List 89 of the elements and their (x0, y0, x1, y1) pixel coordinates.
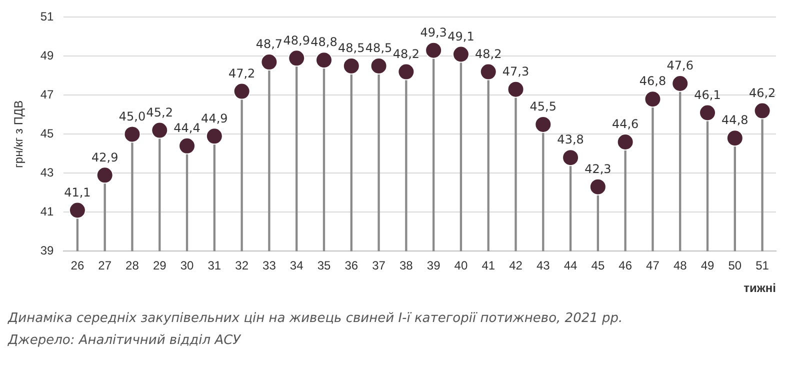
data-label: 43,8 (557, 132, 584, 147)
data-label: 46,2 (748, 86, 776, 100)
data-label: 49,1 (448, 29, 474, 44)
point (452, 46, 470, 63)
x-tick-label: 43 (536, 258, 550, 273)
data-label: 42,3 (584, 162, 612, 176)
x-tick-label: 40 (454, 258, 468, 273)
point (726, 130, 744, 147)
data-label: 44,4 (174, 121, 200, 136)
x-tick-label: 33 (262, 258, 276, 273)
point (754, 102, 771, 120)
data-label: 44,9 (201, 111, 228, 126)
data-label: 47,3 (502, 64, 530, 78)
x-tick-label: 34 (290, 258, 304, 273)
data-label: 48,2 (475, 46, 502, 61)
point (260, 54, 278, 71)
x-tick-label: 42 (509, 258, 523, 273)
x-tick-label: 45 (591, 258, 605, 273)
x-tick-label: 44 (564, 258, 578, 273)
x-tick-label: 35 (317, 258, 331, 273)
x-tick-label: 46 (618, 258, 632, 273)
data-label: 44,8 (722, 113, 748, 128)
x-tick-label: 29 (152, 258, 167, 273)
point (589, 178, 606, 196)
point (124, 126, 141, 143)
point (206, 128, 223, 145)
point (699, 104, 716, 122)
point (342, 57, 360, 74)
data-label: 45,0 (118, 109, 146, 124)
x-tick-label: 26 (70, 258, 84, 273)
x-tick-label: 28 (126, 258, 140, 273)
data-label: 45,5 (530, 100, 557, 114)
point (534, 116, 552, 133)
point (644, 90, 662, 108)
data-label: 41,1 (64, 185, 91, 200)
x-tick-label: 48 (673, 258, 688, 273)
y-tick-label: 41 (40, 204, 54, 219)
point (480, 63, 497, 80)
x-tick-label: 32 (235, 258, 249, 273)
y-tick-label: 45 (40, 126, 54, 141)
y-tick-label: 39 (40, 244, 54, 258)
x-tick-label: 39 (426, 258, 441, 273)
x-tick-label: 41 (482, 258, 496, 273)
point (370, 57, 388, 74)
data-label: 48,5 (338, 41, 365, 56)
text: Джерело: Аналітичний відділ АСУ (8, 332, 242, 350)
point (178, 137, 196, 154)
point (616, 134, 634, 150)
y-tick-label: 49 (40, 48, 54, 63)
point (151, 122, 168, 139)
y-tick-label: 47 (40, 88, 54, 102)
x-tick-label: 37 (372, 258, 386, 273)
point (398, 63, 415, 80)
point (425, 42, 442, 59)
x-tick-label: 38 (399, 258, 414, 273)
data-label: 48,7 (256, 37, 283, 52)
data-label: 47,6 (666, 58, 694, 73)
data-label: 44,6 (612, 117, 639, 132)
x-tick-label: 47 (646, 258, 660, 273)
point (68, 202, 86, 219)
point (96, 166, 114, 184)
text: Динаміка середніх закупівельних цін на живець свиней І-ї категорії потижнево, 2021 рр. (8, 310, 624, 328)
data-label: 48,9 (283, 33, 310, 48)
data-label: 48,5 (365, 41, 392, 56)
data-label: 46,8 (639, 74, 666, 88)
x-tick-label: 51 (756, 258, 770, 273)
data-label: 45,2 (146, 105, 173, 120)
x-tick-label: 50 (728, 258, 742, 273)
y-axis-title: грн/кг з ПДВ (12, 100, 26, 168)
x-tick-label: 49 (700, 258, 715, 273)
y-tick-label: 51 (40, 10, 54, 24)
point (507, 80, 524, 98)
x-tick-label: 31 (208, 258, 222, 273)
data-label: 42,9 (91, 150, 118, 164)
data-label: 47,2 (228, 66, 256, 80)
x-axis-title: тижні (744, 281, 776, 296)
point (288, 50, 306, 67)
data-label: 49,3 (420, 25, 447, 40)
data-label: 48,2 (392, 46, 420, 61)
x-tick-label: 27 (98, 258, 112, 273)
x-tick-label: 36 (344, 258, 358, 273)
point (233, 82, 250, 100)
data-label: 46,1 (694, 88, 721, 102)
point (315, 52, 332, 69)
x-tick-label: 30 (180, 258, 194, 273)
data-label: 48,8 (310, 35, 338, 50)
y-tick-label: 43 (40, 166, 54, 180)
point (562, 149, 580, 166)
point (672, 75, 689, 92)
